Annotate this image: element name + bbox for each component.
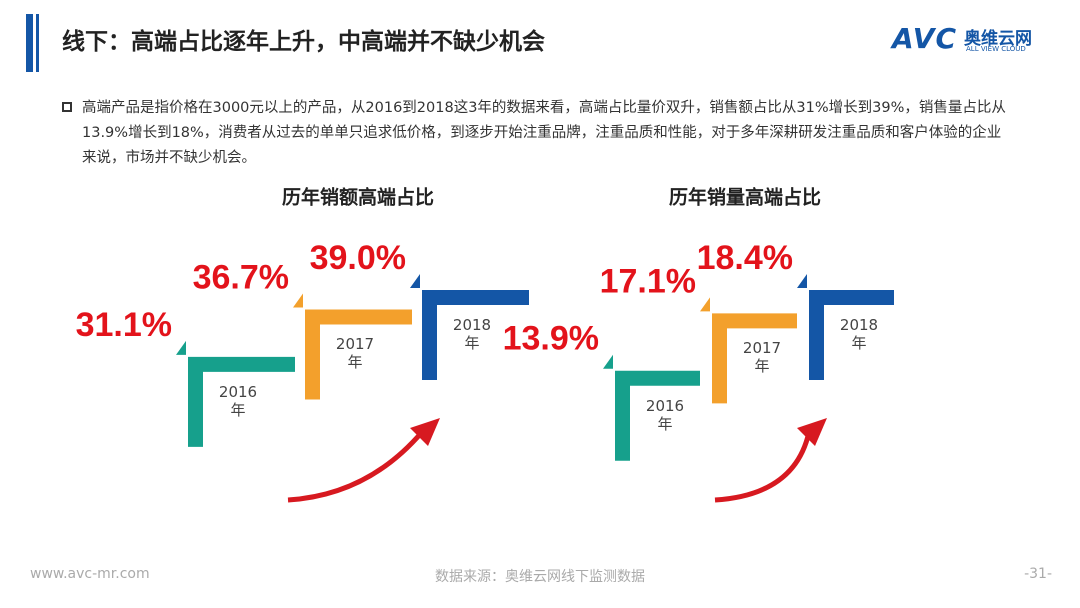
title-bar: [26, 14, 33, 72]
page-number: -31-: [1024, 566, 1052, 582]
step: [422, 290, 529, 380]
step-corner: [410, 274, 420, 288]
step-corner: [293, 293, 303, 308]
step-corner: [700, 297, 710, 312]
trend-arrow: [714, 431, 812, 503]
footer-site: www.avc-mr.com: [30, 566, 150, 582]
category-label: 2017年: [335, 335, 375, 372]
title-bar: [36, 14, 39, 72]
chart-title: 历年销额高端占比: [282, 186, 434, 209]
category-label: 2018年: [839, 316, 879, 352]
category-label: 2017年: [742, 339, 782, 376]
step: [305, 309, 412, 400]
trend-arrow: [287, 430, 424, 503]
category-label: 2016年: [218, 382, 258, 419]
trend-arrow-head: [797, 418, 827, 446]
logo-mark: AVC: [892, 22, 957, 55]
step: [615, 370, 700, 461]
value-label: 36.7%: [193, 258, 289, 296]
value-label: 18.4%: [697, 239, 793, 277]
category-label: 2016年: [645, 396, 685, 433]
step-corner: [176, 340, 186, 355]
step: [712, 313, 797, 404]
category-label: 2018年: [452, 316, 492, 352]
chart-title: 历年销量高端占比: [669, 186, 821, 209]
logo-sub: ALL VIEW CLOUD: [966, 45, 1026, 53]
step-corner: [603, 354, 613, 369]
step: [188, 356, 295, 447]
trend-arrow-head: [410, 418, 440, 446]
value-label: 17.1%: [600, 262, 696, 300]
footer-source: 数据来源：奥维云网线下监测数据: [435, 569, 645, 585]
step-corner: [797, 274, 807, 288]
value-label: 39.0%: [310, 239, 406, 277]
bullet-text: 高端产品是指价格在3000元以上的产品，从2016到2018这3年的数据来看，高…: [82, 100, 1006, 166]
value-label: 13.9%: [503, 320, 599, 358]
step: [809, 290, 894, 380]
title: 线下：高端占比逐年上升，中高端并不缺少机会: [62, 29, 545, 55]
value-label: 31.1%: [76, 306, 172, 344]
bullet-icon: [62, 102, 72, 112]
logo-name: 奥维云网: [964, 29, 1032, 49]
